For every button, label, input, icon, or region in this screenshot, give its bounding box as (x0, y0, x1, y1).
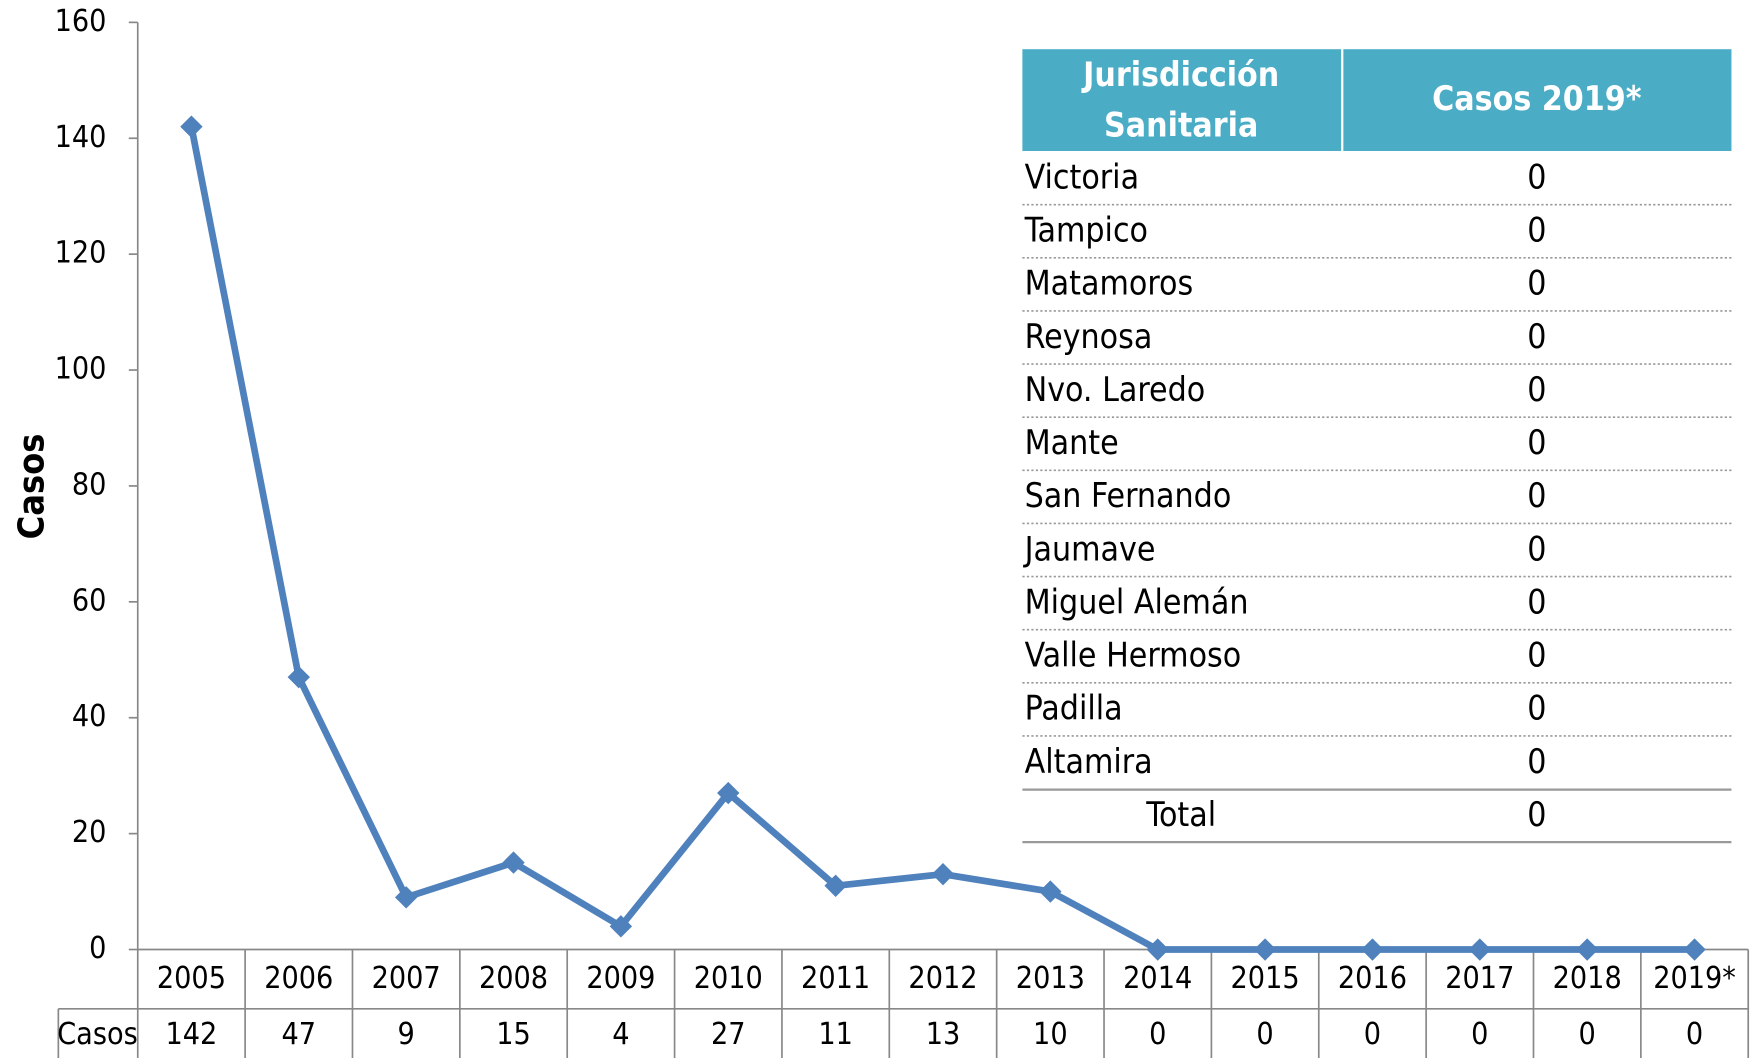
data-table-value: 0 (1471, 1017, 1488, 1052)
x-tick-label: 2005 (157, 961, 226, 996)
table-cell: Valle Hermoso (1025, 636, 1242, 675)
x-tick-label: 2009 (586, 961, 655, 996)
table-cell: Matamoros (1025, 264, 1194, 303)
table-total: 0 (1527, 795, 1546, 834)
table-cell: Jaumave (1023, 529, 1156, 568)
x-tick-label: 2019* (1653, 961, 1736, 996)
y-axis-label: Casos (12, 434, 53, 540)
point (824, 874, 847, 897)
table-cell: Reynosa (1025, 317, 1153, 356)
y-tick-label: 80 (72, 467, 107, 502)
table-cell: Padilla (1025, 689, 1123, 728)
point (609, 915, 633, 938)
data-table-value: 0 (1686, 1017, 1703, 1052)
table-cell: 0 (1527, 317, 1546, 356)
x-tick-label: 2016 (1338, 961, 1407, 996)
point (1468, 938, 1491, 961)
table-cell: Miguel Alemán (1025, 582, 1249, 621)
table-cell: Victoria (1025, 157, 1139, 196)
table-cell: 0 (1527, 211, 1546, 250)
y-tick-label: 20 (72, 815, 107, 850)
point (931, 863, 955, 886)
point (1039, 880, 1062, 903)
table-cell: 0 (1527, 742, 1546, 781)
x-tick-label: 2008 (479, 961, 548, 996)
x-tick-label: 2014 (1123, 961, 1192, 996)
legend-label: Casos (57, 1017, 138, 1052)
table-cell: 0 (1527, 370, 1546, 409)
x-tick-label: 2012 (908, 961, 977, 996)
x-tick-label: 2007 (372, 961, 441, 996)
x-tick-label: 2006 (264, 961, 333, 996)
x-tick-label: 2011 (801, 961, 870, 996)
table-header-text: Jurisdicción Sanitaria (1081, 55, 1279, 144)
point (1683, 938, 1706, 961)
table-cell: 0 (1527, 264, 1546, 303)
data-table-value: 0 (1364, 1017, 1381, 1052)
data-table-value: 9 (398, 1017, 415, 1052)
table-cell: 0 (1527, 636, 1546, 675)
point (287, 665, 310, 689)
data-table-value: 0 (1256, 1017, 1273, 1052)
data-table-value: 0 (1149, 1017, 1166, 1052)
table-cell: 0 (1527, 582, 1546, 621)
y-tick-label: 0 (89, 931, 106, 966)
table-header-text: Casos 2019* (1432, 79, 1642, 118)
point (1575, 938, 1599, 961)
point (717, 781, 740, 805)
point (1361, 938, 1384, 961)
data-table-value: 27 (711, 1017, 746, 1052)
data-table-value: 47 (282, 1017, 317, 1052)
point (180, 115, 203, 138)
table-total: Total (1145, 795, 1216, 834)
point (1253, 938, 1277, 961)
data-table-value: 11 (818, 1017, 853, 1052)
data-table-value: 4 (612, 1017, 629, 1052)
x-tick-label: 2010 (694, 961, 763, 996)
x-tick-label: 2017 (1445, 961, 1514, 996)
table-cell: Nvo. Laredo (1025, 370, 1206, 409)
x-tick-label: 2018 (1553, 961, 1622, 996)
x-tick-label: 2015 (1231, 961, 1300, 996)
point (502, 851, 525, 874)
table-cell: Mante (1025, 423, 1119, 462)
y-tick-label: 60 (72, 583, 107, 618)
data-table-value: 0 (1579, 1017, 1596, 1052)
table-cell: 0 (1527, 529, 1546, 568)
point (1146, 938, 1169, 961)
table-cell: 0 (1527, 157, 1546, 196)
header-word: Jurisdicción (1081, 55, 1279, 94)
data-table-value: 13 (926, 1017, 961, 1052)
y-tick-label: 120 (55, 236, 107, 271)
y-tick-label: 160 (55, 4, 107, 39)
table-cell: San Fernando (1025, 476, 1232, 515)
y-tick-label: 40 (72, 699, 107, 734)
data-table-value: 142 (166, 1017, 218, 1052)
header-word: Sanitaria (1104, 105, 1258, 144)
table-cell: 0 (1527, 423, 1546, 462)
data-table-value: 15 (496, 1017, 531, 1052)
x-tick-label: 2013 (1016, 961, 1085, 996)
table-header (1343, 49, 1732, 151)
line (188, 126, 1695, 953)
table-cell: Altamira (1025, 742, 1153, 781)
point (394, 886, 418, 909)
table-cell: Tampico (1024, 211, 1148, 250)
y-tick-label: 140 (55, 120, 107, 155)
data-table-value: 10 (1033, 1017, 1068, 1052)
table-header (1022, 49, 1342, 151)
table-cell: 0 (1527, 689, 1546, 728)
table-cell: 0 (1527, 476, 1546, 515)
y-tick-label: 100 (55, 352, 107, 387)
